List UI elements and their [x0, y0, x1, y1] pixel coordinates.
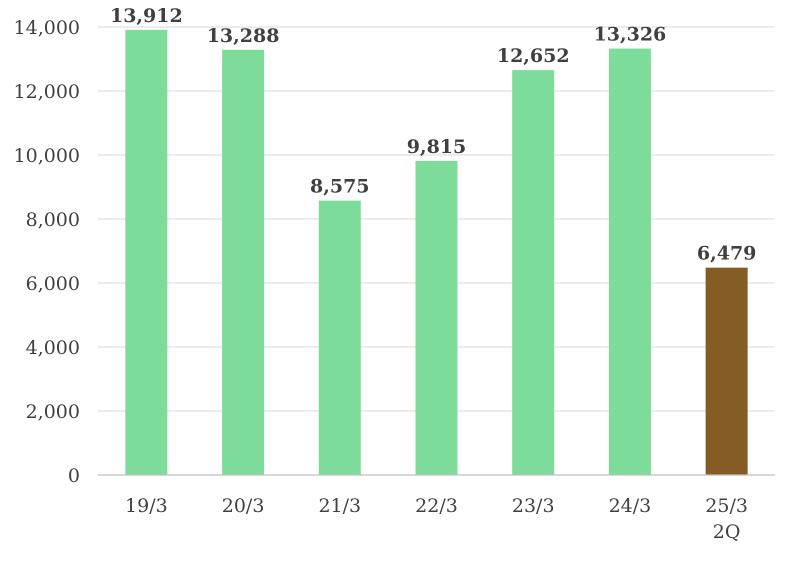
x-tick-label: 22/3 [415, 495, 458, 517]
y-tick-label: 12,000 [14, 81, 80, 103]
x-tick-label: 23/3 [512, 495, 555, 517]
bar-value-label: 9,815 [407, 136, 467, 158]
bar-value-label: 13,912 [110, 5, 183, 27]
y-tick-label: 8,000 [26, 209, 80, 231]
x-tick-label: 19/3 [125, 495, 168, 517]
bar-value-label: 13,288 [207, 25, 280, 47]
bars [125, 29, 748, 476]
x-tick-label: 24/3 [609, 495, 652, 517]
bar [222, 49, 265, 476]
y-tick-label: 6,000 [26, 273, 80, 295]
bar-value-label: 13,326 [594, 24, 667, 46]
bar [125, 29, 168, 475]
x-tick-label: 20/3 [222, 495, 265, 517]
y-tick-label: 10,000 [14, 145, 80, 167]
y-tick-label: 0 [68, 465, 80, 487]
y-tick-label: 2,000 [26, 401, 80, 423]
x-tick-label: 21/3 [318, 495, 361, 517]
bar-value-label: 12,652 [497, 45, 570, 67]
bar [318, 200, 361, 475]
bar-value-label: 6,479 [697, 243, 757, 265]
bar [705, 267, 748, 475]
bar [415, 160, 458, 476]
y-tick-label: 4,000 [26, 337, 80, 359]
y-tick-label: 14,000 [14, 17, 80, 39]
bar-value-label: 8,575 [310, 176, 370, 198]
bar [512, 70, 555, 476]
labels: 0 2,000 4,000 6,000 8,000 10,000 12,000 14,000 1… [14, 5, 757, 543]
x-tick-label: 25/3 2Q [705, 495, 748, 543]
bar [608, 48, 651, 476]
